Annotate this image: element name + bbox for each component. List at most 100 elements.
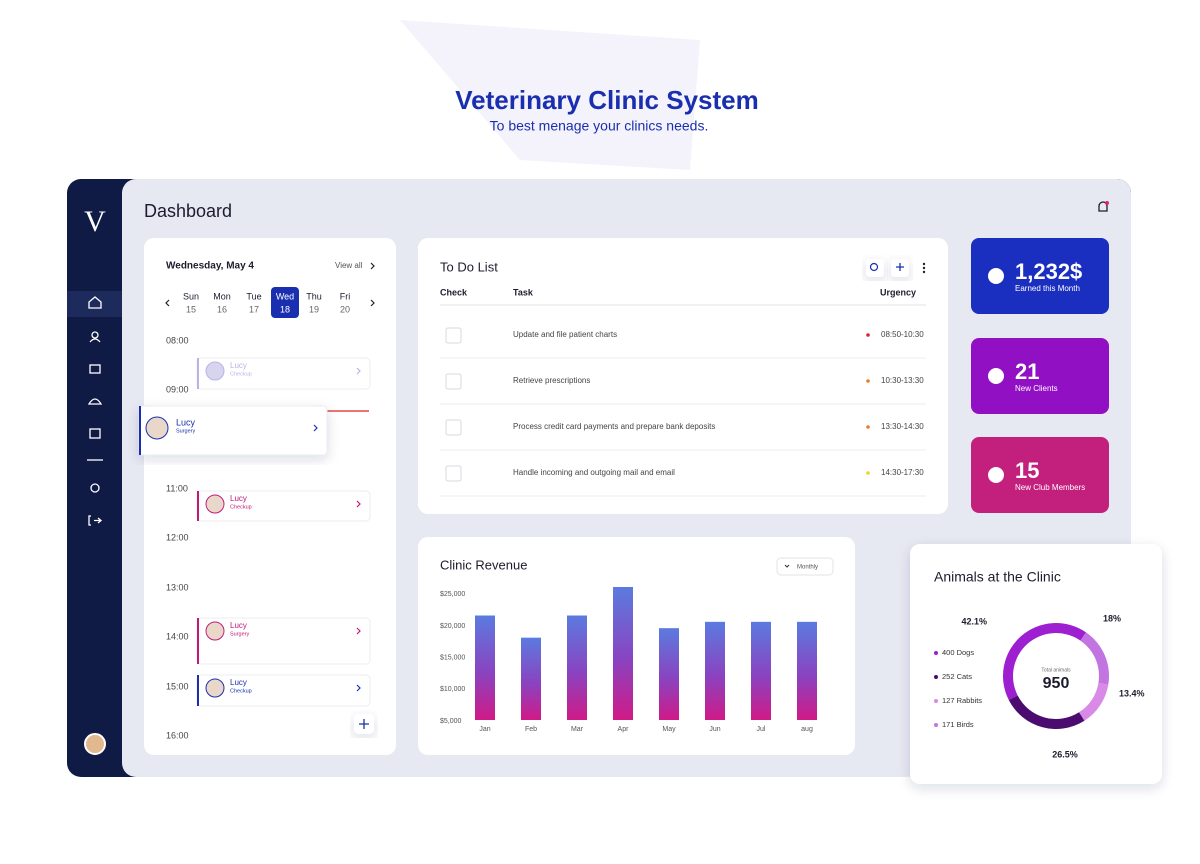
day-name[interactable]: Mon (213, 291, 231, 301)
dashboard-title: Dashboard (144, 201, 232, 221)
day-name[interactable]: Fri (340, 291, 351, 301)
total-value: 950 (1043, 675, 1070, 692)
task-time: 14:30-17:30 (881, 468, 924, 477)
appointment-accent (197, 618, 199, 664)
notification-dot (1105, 201, 1109, 205)
legend-dot (934, 675, 938, 679)
chevron (356, 500, 361, 508)
column-header: Task (513, 287, 534, 297)
pet-avatar (205, 361, 225, 381)
appointment-type: Checkup (230, 371, 252, 377)
y-tick-label: $20,000 (440, 623, 465, 630)
urgency-dot (866, 333, 870, 337)
donut-segment[interactable] (1080, 632, 1109, 685)
day-number[interactable]: 18 (280, 304, 290, 314)
view-all[interactable]: View all (335, 261, 363, 270)
nav-pets[interactable] (87, 398, 103, 405)
nav-home[interactable] (88, 296, 102, 309)
day-name[interactable]: Thu (306, 291, 322, 301)
appointment-accent (197, 358, 199, 389)
checkbox[interactable] (445, 465, 462, 482)
x-tick-label: Feb (525, 726, 537, 733)
search-button[interactable] (866, 259, 884, 277)
day-number[interactable]: 15 (186, 304, 196, 314)
legend-label: 400 Dogs (942, 648, 974, 657)
donut-segment[interactable] (1008, 695, 1085, 730)
bar (705, 621, 725, 720)
stat-label: Earned this Month (1015, 284, 1080, 293)
segment-label: 26.5% (1052, 749, 1078, 759)
stat-value: 15 (1015, 458, 1039, 483)
bar (521, 637, 541, 720)
legend-dot (934, 723, 938, 727)
plus-icon (359, 719, 369, 729)
checkbox[interactable] (445, 419, 462, 436)
filter-dropdown[interactable] (776, 557, 834, 576)
pet-avatar (205, 494, 225, 514)
stat-value: 21 (1015, 359, 1039, 384)
pet-avatar (205, 621, 225, 641)
donut-segment[interactable] (1079, 682, 1109, 721)
stat-icon (988, 368, 1004, 384)
page-title: Veterinary Clinic System (455, 85, 758, 115)
task-text: Update and file patient charts (513, 330, 617, 339)
y-tick-label: $10,000 (440, 686, 465, 693)
task-text: Handle incoming and outgoing mail and em… (513, 468, 675, 477)
total-label: Total animals (1041, 667, 1071, 673)
chevron (356, 367, 361, 375)
day-number[interactable]: 20 (340, 304, 350, 314)
nav-settings[interactable] (90, 483, 100, 493)
chevron (356, 627, 361, 635)
x-tick-label: Apr (618, 726, 630, 733)
page-subtitle: To best menage your clinics needs. (490, 118, 709, 134)
stat-label: New Club Members (1015, 483, 1085, 492)
day-name[interactable]: Tue (246, 291, 261, 301)
segment-label: 18% (1103, 613, 1121, 623)
selected-day[interactable] (271, 287, 299, 318)
segment-label: 42.1% (961, 616, 987, 626)
day-number[interactable]: 17 (249, 304, 259, 314)
appointment-card[interactable] (196, 617, 371, 665)
x-tick-label: Jul (757, 726, 766, 733)
stat-card[interactable] (971, 437, 1109, 513)
more-menu[interactable] (922, 262, 926, 274)
pet-avatar (145, 416, 169, 440)
task-time: 13:30-14:30 (881, 422, 924, 431)
nav-logout[interactable] (88, 515, 103, 526)
urgency-dot (866, 379, 870, 383)
urgency-dot (866, 471, 870, 475)
appointment-name: Lucy (230, 494, 247, 503)
appointment-type: Checkup (230, 504, 252, 510)
checkbox[interactable] (445, 373, 462, 390)
donut-segment[interactable] (1003, 622, 1087, 701)
x-tick-label: May (662, 726, 676, 733)
dropdown-caret (784, 564, 790, 568)
notification-bell[interactable] (1098, 201, 1108, 212)
task-text: Retrieve prescriptions (513, 376, 590, 385)
plus-icon (896, 263, 904, 271)
stat-card[interactable] (971, 338, 1109, 414)
day-name[interactable]: Sun (183, 291, 199, 301)
nav-calendar[interactable] (89, 364, 101, 374)
stat-card[interactable] (971, 238, 1109, 314)
day-name[interactable]: Wed (276, 291, 294, 301)
day-number[interactable]: 19 (309, 304, 319, 314)
time-label: 08:00 (166, 335, 189, 345)
day-number[interactable]: 16 (217, 304, 227, 314)
bar (613, 587, 633, 720)
checkbox[interactable] (445, 327, 462, 344)
chevron (313, 424, 318, 432)
bar (567, 615, 587, 720)
logo: V (84, 205, 106, 238)
legend-label: 252 Cats (942, 672, 972, 681)
bg-shape (400, 20, 700, 170)
pet-avatar (205, 678, 225, 698)
urgency-dot (866, 425, 870, 429)
legend-label: 127 Rabbits (942, 696, 982, 705)
time-label: 15:00 (166, 681, 189, 691)
bar (659, 628, 679, 720)
user-avatar[interactable] (84, 733, 106, 755)
nav-scan[interactable] (89, 428, 101, 439)
arrows[interactable] (165, 262, 375, 307)
nav-user[interactable] (91, 331, 99, 339)
